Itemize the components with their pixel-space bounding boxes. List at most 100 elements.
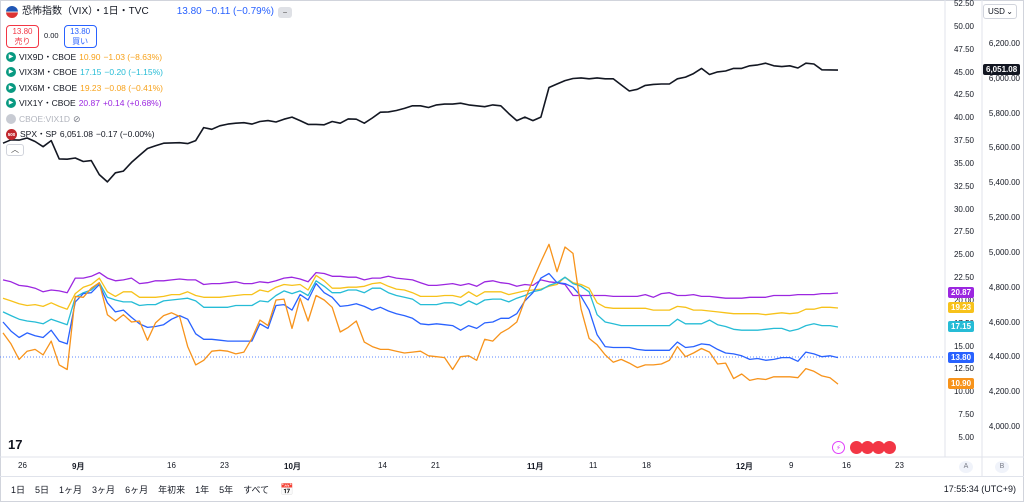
right-axis-tick-label: 4,800.00	[988, 282, 1020, 292]
us-flag-event-icon[interactable]	[861, 441, 874, 454]
legend-change: −0.20 (−1.15%)	[104, 67, 163, 78]
price-badge: 13.80	[948, 351, 975, 363]
series-line-1[interactable]	[2, 271, 839, 299]
us-flag-icon	[6, 6, 18, 18]
play-icon: ▶	[6, 67, 16, 78]
us-flag-event-icon[interactable]	[850, 441, 863, 454]
legend-change: −0.08 (−0.41%)	[104, 82, 163, 93]
legend-row-spx[interactable]: 500 SPX・SP 6,051.08 −0.17 (−0.00%)	[6, 127, 292, 143]
legend-rows: ▶ VIX9D・CBOE 10.90 −1.03 (−8.63%) ▶ VIX3…	[6, 49, 292, 142]
sell-label: 売り	[14, 36, 31, 46]
us-flag-event-icon[interactable]	[883, 441, 896, 454]
currency-select[interactable]: USD ⌄	[983, 4, 1017, 19]
legend-value: 10.90	[79, 51, 101, 62]
legend-symbol: VIX9D・CBOE	[19, 51, 77, 62]
price-badge: 20.87	[948, 286, 975, 298]
legend-row-vix6m[interactable]: ▶ VIX6M・CBOE 19.23 −0.08 (−0.41%)	[6, 80, 292, 96]
symbol-title[interactable]: 恐怖指数（VIX）・1日・TVC 13.80 −0.11 (−0.79%) −	[6, 4, 292, 20]
legend-symbol: VIX3M・CBOE	[19, 67, 78, 78]
eye-off-icon[interactable]: ⊘	[73, 113, 81, 124]
legend: 恐怖指数（VIX）・1日・TVC 13.80 −0.11 (−0.79%) − …	[6, 4, 292, 156]
spread: 0.00	[44, 31, 59, 40]
buy-label: 買い	[72, 36, 89, 46]
collapse-legend-button[interactable]: ︿	[6, 144, 24, 156]
left-axis-tick-label: 35.00	[953, 158, 974, 168]
series-line-5[interactable]	[2, 243, 839, 385]
left-axis-tick-label: 40.00	[953, 113, 974, 123]
range-button[interactable]: 1ヶ月	[59, 485, 83, 495]
price-badge: 17.15	[948, 320, 975, 332]
range-button[interactable]: 5年	[219, 485, 234, 495]
left-axis-tick-label: 15.00	[953, 341, 974, 351]
left-axis-tick-label: 25.00	[953, 250, 974, 260]
log-scale-button[interactable]: B	[995, 461, 1009, 473]
time-axis-label: 10月	[284, 462, 301, 471]
right-axis-tick-label: 4,000.00	[988, 422, 1020, 431]
range-button[interactable]: 1日	[11, 485, 26, 495]
legend-row-vix1y[interactable]: ▶ VIX1Y・CBOE 20.87 +0.14 (+0.68%)	[6, 96, 292, 112]
price-badge: 10.90	[948, 378, 975, 390]
tradingview-logo-icon[interactable]: 17	[8, 437, 23, 452]
series-lines	[2, 62, 839, 385]
right-axis-tick-label: 5,600.00	[988, 143, 1020, 153]
legend-symbol: VIX1Y・CBOE	[19, 98, 76, 109]
series-line-2[interactable]	[2, 274, 839, 316]
buy-button[interactable]: 13.80 買い	[63, 24, 97, 48]
series-line-0[interactable]	[2, 62, 839, 183]
range-button[interactable]: 年初来	[158, 485, 186, 495]
range-button[interactable]: 6ヶ月	[125, 485, 149, 495]
calendar-range-icon[interactable]: 📅	[280, 484, 294, 496]
right-axis-tick-label: 6,200.00	[988, 39, 1020, 48]
left-axis-tick-label: 10.00	[953, 387, 974, 397]
sell-button[interactable]: 13.80 売り	[6, 24, 39, 48]
left-axis-tick-label: 47.50	[953, 44, 974, 54]
range-button[interactable]: 1年	[195, 485, 210, 495]
play-icon: ▶	[6, 82, 16, 93]
series-line-3[interactable]	[2, 276, 839, 332]
right-axis-tick-label: 5,000.00	[988, 247, 1020, 257]
bottom-toolbar: 1日 5日 1ヶ月 3ヶ月 6ヶ月 年初来 1年 5年 すべて 📅 17:55:34 (UTC+…	[0, 476, 1024, 502]
left-axis-tick-label: 50.00	[953, 21, 974, 31]
legend-change: −0.17 (−0.00%)	[95, 129, 155, 140]
minus-icon[interactable]: −	[277, 6, 292, 18]
time-axis-label: 21	[431, 461, 440, 470]
lightning-icon[interactable]: ⚡	[832, 441, 845, 454]
hidden-series-icon	[6, 113, 16, 124]
time-axis-label: 14	[378, 461, 387, 470]
legend-change: +0.14 (+0.68%)	[102, 98, 162, 109]
range-button[interactable]: すべて	[243, 485, 270, 495]
clock[interactable]: 17:55:34 (UTC+9)	[943, 484, 1016, 494]
time-axis-label: 18	[642, 461, 651, 470]
price-badge: 6,051.08	[983, 63, 1021, 75]
symbol-title-text: 恐怖指数（VIX）・1日・TVC	[22, 6, 149, 17]
time-axis-label: 26	[18, 461, 27, 470]
sell-price: 13.80	[12, 26, 33, 36]
legend-row-vix3m[interactable]: ▶ VIX3M・CBOE 17.15 −0.20 (−1.15%)	[6, 65, 292, 81]
vix-value: 13.80	[176, 6, 202, 17]
range-button[interactable]: 3ヶ月	[92, 485, 116, 495]
right-axis-tick-label: 5,200.00	[988, 213, 1020, 223]
play-icon: ▶	[6, 51, 16, 62]
left-axis-tick-label: 5.00	[958, 433, 974, 442]
legend-row-vix9d[interactable]: ▶ VIX9D・CBOE 10.90 −1.03 (−8.63%)	[6, 49, 292, 65]
time-axis-label: 23	[895, 461, 904, 470]
right-axis-tick-label: 4,400.00	[988, 352, 1020, 362]
range-button[interactable]: 5日	[35, 485, 50, 495]
time-axis-label: 9	[789, 461, 794, 470]
time-axis-label: 23	[220, 461, 229, 470]
left-axis-tick-label: 20.00	[953, 295, 974, 305]
play-icon: ▶	[6, 98, 16, 109]
legend-symbol-hidden: CBOE:VIX1D	[19, 113, 71, 124]
legend-value: 17.15	[80, 67, 102, 78]
legend-value: 20.87	[78, 98, 100, 109]
left-axis-tick-label: 37.50	[953, 136, 974, 146]
auto-scale-button[interactable]: A	[959, 461, 973, 473]
series-line-4[interactable]	[2, 272, 839, 362]
date-range-buttons: 1日 5日 1ヶ月 3ヶ月 6ヶ月 年初来 1年 5年 すべて	[6, 483, 274, 496]
right-axis-tick-label: 4,200.00	[988, 387, 1020, 397]
us-flag-event-icon[interactable]	[872, 441, 885, 454]
left-axis-tick-label: 22.50	[953, 273, 974, 283]
legend-row-vix1d[interactable]: CBOE:VIX1D ⊘	[6, 111, 292, 127]
right-axis-tick-label: 4,600.00	[988, 317, 1020, 327]
